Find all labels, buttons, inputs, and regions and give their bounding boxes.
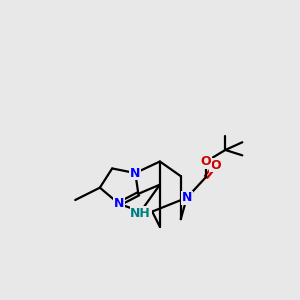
Text: O: O xyxy=(201,155,212,168)
Text: N: N xyxy=(114,197,124,210)
Text: N: N xyxy=(182,191,192,204)
Text: O: O xyxy=(210,159,221,172)
Text: NH: NH xyxy=(130,207,151,220)
Text: N: N xyxy=(130,167,140,180)
